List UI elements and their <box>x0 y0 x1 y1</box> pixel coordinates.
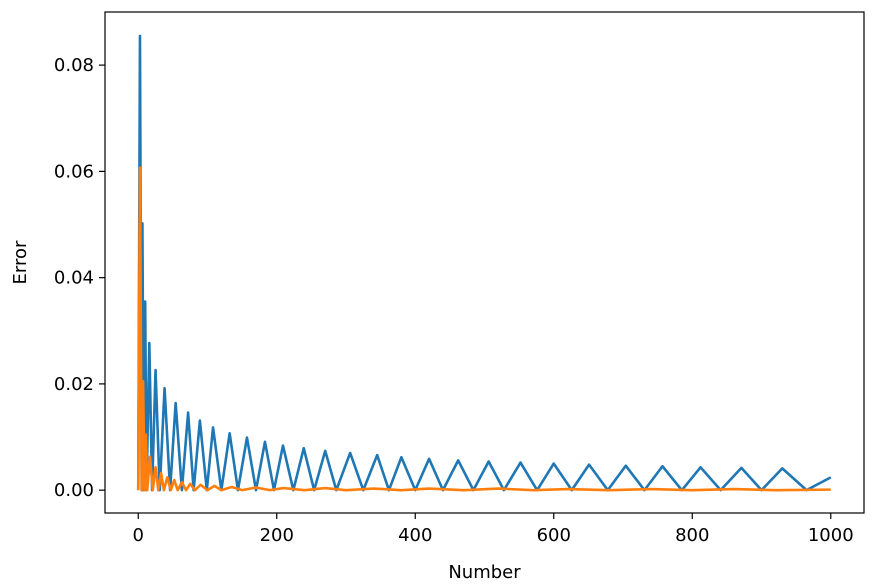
x-axis-ticks: 0 200 400 600 800 1000 <box>133 513 854 546</box>
y-tick-label: 0.02 <box>54 374 94 395</box>
x-axis-label: Number <box>448 562 521 583</box>
x-tick-label: 600 <box>537 525 571 546</box>
x-tick-label: 400 <box>398 525 432 546</box>
y-axis-ticks: 0.00 0.02 0.04 0.06 0.08 <box>54 55 105 501</box>
series-layer <box>136 34 832 492</box>
y-tick-label: 0.08 <box>54 55 94 76</box>
x-tick-label: 800 <box>675 525 709 546</box>
series-line-2 <box>136 166 831 492</box>
x-tick-label: 0 <box>133 525 144 546</box>
y-tick-label: 0.06 <box>54 161 94 182</box>
y-tick-label: 0.04 <box>54 268 94 289</box>
plot-frame <box>104 11 865 514</box>
y-tick-label: 0.00 <box>54 480 94 501</box>
x-tick-label: 200 <box>260 525 294 546</box>
x-tick-label: 1000 <box>808 525 854 546</box>
y-axis-label: Error <box>10 240 31 284</box>
